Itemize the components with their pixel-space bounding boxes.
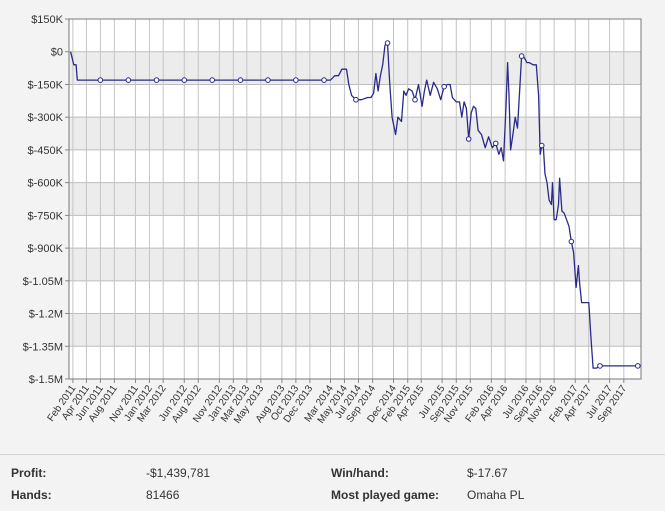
- series-point: [465, 136, 472, 142]
- series-point: [209, 77, 216, 83]
- plot-band: [69, 248, 641, 281]
- series-point: [568, 238, 575, 245]
- series-point: [518, 53, 525, 59]
- profit-label: Profit:: [11, 466, 47, 480]
- profit-value: -$1,439,781: [146, 466, 211, 480]
- profit-chart: $150K $0 $-150K $-300K $-450K $-600K $-750K $-9…: [23, 14, 642, 426]
- series-point: [492, 140, 499, 147]
- series-point: [384, 40, 391, 46]
- hands-value: 81466: [146, 488, 180, 502]
- y-tick-label: $150K: [31, 14, 63, 26]
- series-point: [237, 77, 244, 83]
- y-tick-label: $0: [51, 47, 63, 59]
- series-point: [441, 83, 447, 90]
- most-played-game-value: Omaha PL: [467, 488, 525, 502]
- y-tick-label: $-600K: [28, 178, 64, 190]
- winhand-label: Win/hand:: [331, 466, 389, 480]
- series-point: [181, 77, 188, 83]
- winhand-value: $-17.67: [467, 466, 508, 480]
- y-tick-label: $-1.5M: [29, 374, 63, 386]
- series-point: [97, 77, 104, 83]
- series-point: [353, 96, 359, 103]
- series-point: [293, 77, 299, 83]
- series-point: [597, 363, 603, 369]
- series-line: [69, 42, 638, 369]
- y-tick-label: $-750K: [28, 210, 64, 222]
- hands-label: Hands:: [11, 488, 52, 502]
- plot-band: [69, 182, 641, 216]
- plot-band: [69, 51, 641, 85]
- most-played-game-label: Most played game:: [331, 488, 440, 502]
- y-tick-label: $-1.35M: [23, 341, 63, 353]
- plot-band: [69, 117, 641, 150]
- stats-panel: Profit: -$1,439,781 Win/hand: $-17.67 Ha…: [0, 454, 665, 511]
- series-point: [153, 77, 160, 83]
- series-point: [412, 96, 418, 103]
- y-tick-label: $-1.05M: [23, 276, 63, 288]
- series-point: [321, 77, 327, 83]
- y-tick-label: $-300K: [28, 112, 64, 124]
- y-tick-label: $-150K: [28, 79, 64, 91]
- series-point: [634, 363, 641, 369]
- chart-svg: $150K $0 $-150K $-300K $-450K $-600K $-750K $-9…: [23, 14, 642, 426]
- y-tick-label: $-1.2M: [29, 309, 63, 321]
- series-point: [125, 77, 132, 83]
- plot-border: [68, 18, 642, 380]
- series-point: [265, 77, 271, 83]
- plot-band: [69, 313, 641, 347]
- y-tick-label: $-900K: [28, 243, 64, 255]
- y-tick-label: $-450K: [28, 145, 64, 157]
- series-point: [538, 142, 545, 149]
